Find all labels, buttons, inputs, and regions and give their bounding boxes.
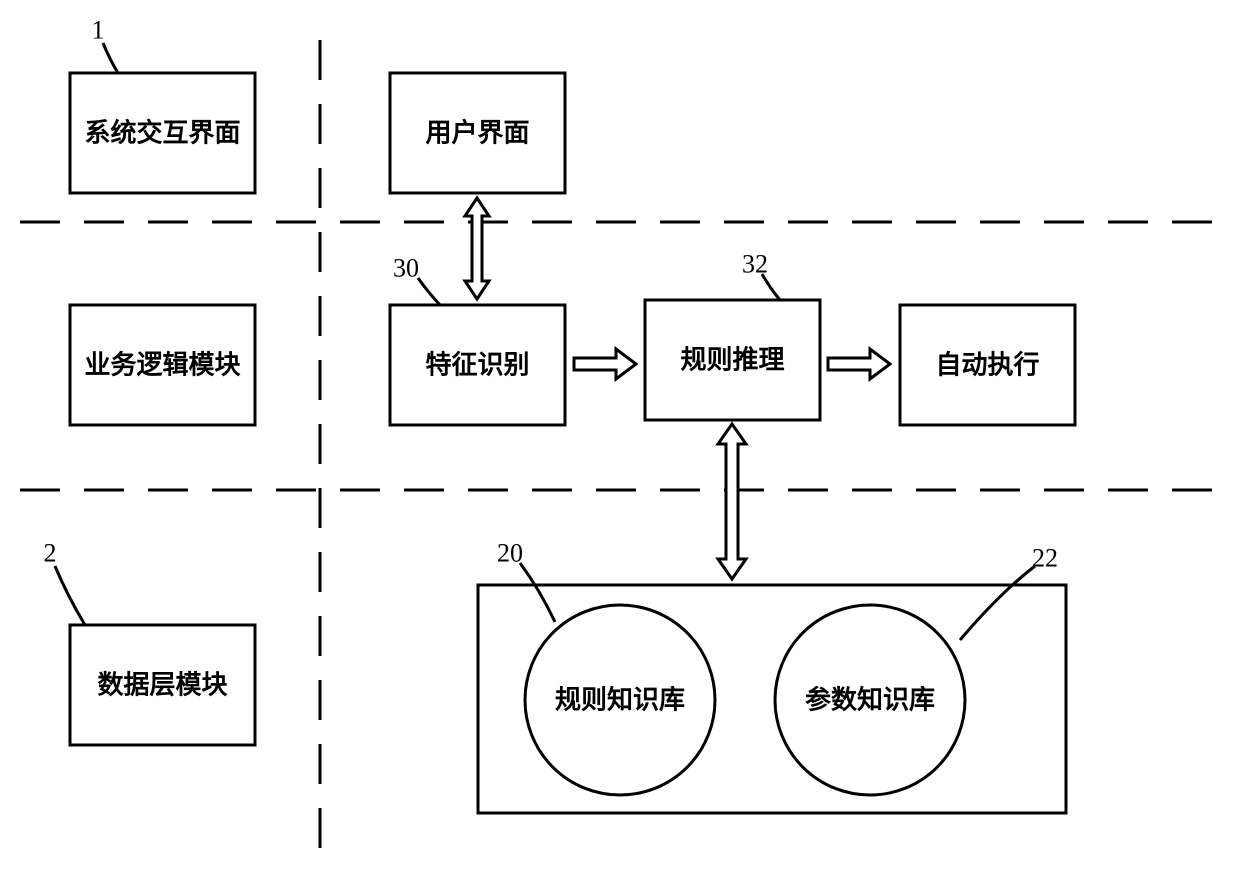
label-feature: 特征识别	[425, 350, 529, 380]
ref-r32: 32	[742, 250, 768, 279]
ref-r20: 20	[497, 539, 523, 568]
label-system_ui: 系统交互界面	[84, 118, 240, 148]
label-rule_kb: 规则知识库	[555, 686, 685, 715]
leader-r2	[55, 566, 85, 625]
label-auto_exec: 自动执行	[935, 350, 1039, 380]
leader-r1	[103, 43, 118, 73]
ref-r22: 22	[1032, 544, 1058, 573]
label-param_kb: 参数知识库	[805, 685, 935, 715]
label-user_ui: 用户界面	[425, 118, 529, 148]
label-data_mod: 数据层模块	[97, 671, 227, 700]
arrow-feature-rule	[574, 349, 636, 379]
label-rule_infer: 规则推理	[680, 346, 784, 375]
label-logic_mod: 业务逻辑模块	[84, 351, 240, 380]
arrow-rule-exec	[828, 349, 890, 379]
arrow-ui-feature	[465, 198, 489, 299]
leader-r30	[418, 278, 440, 305]
ref-r1: 1	[92, 16, 105, 45]
ref-r30: 30	[393, 254, 419, 283]
ref-r2: 2	[44, 539, 57, 568]
arrow-rule-kb	[718, 424, 746, 579]
